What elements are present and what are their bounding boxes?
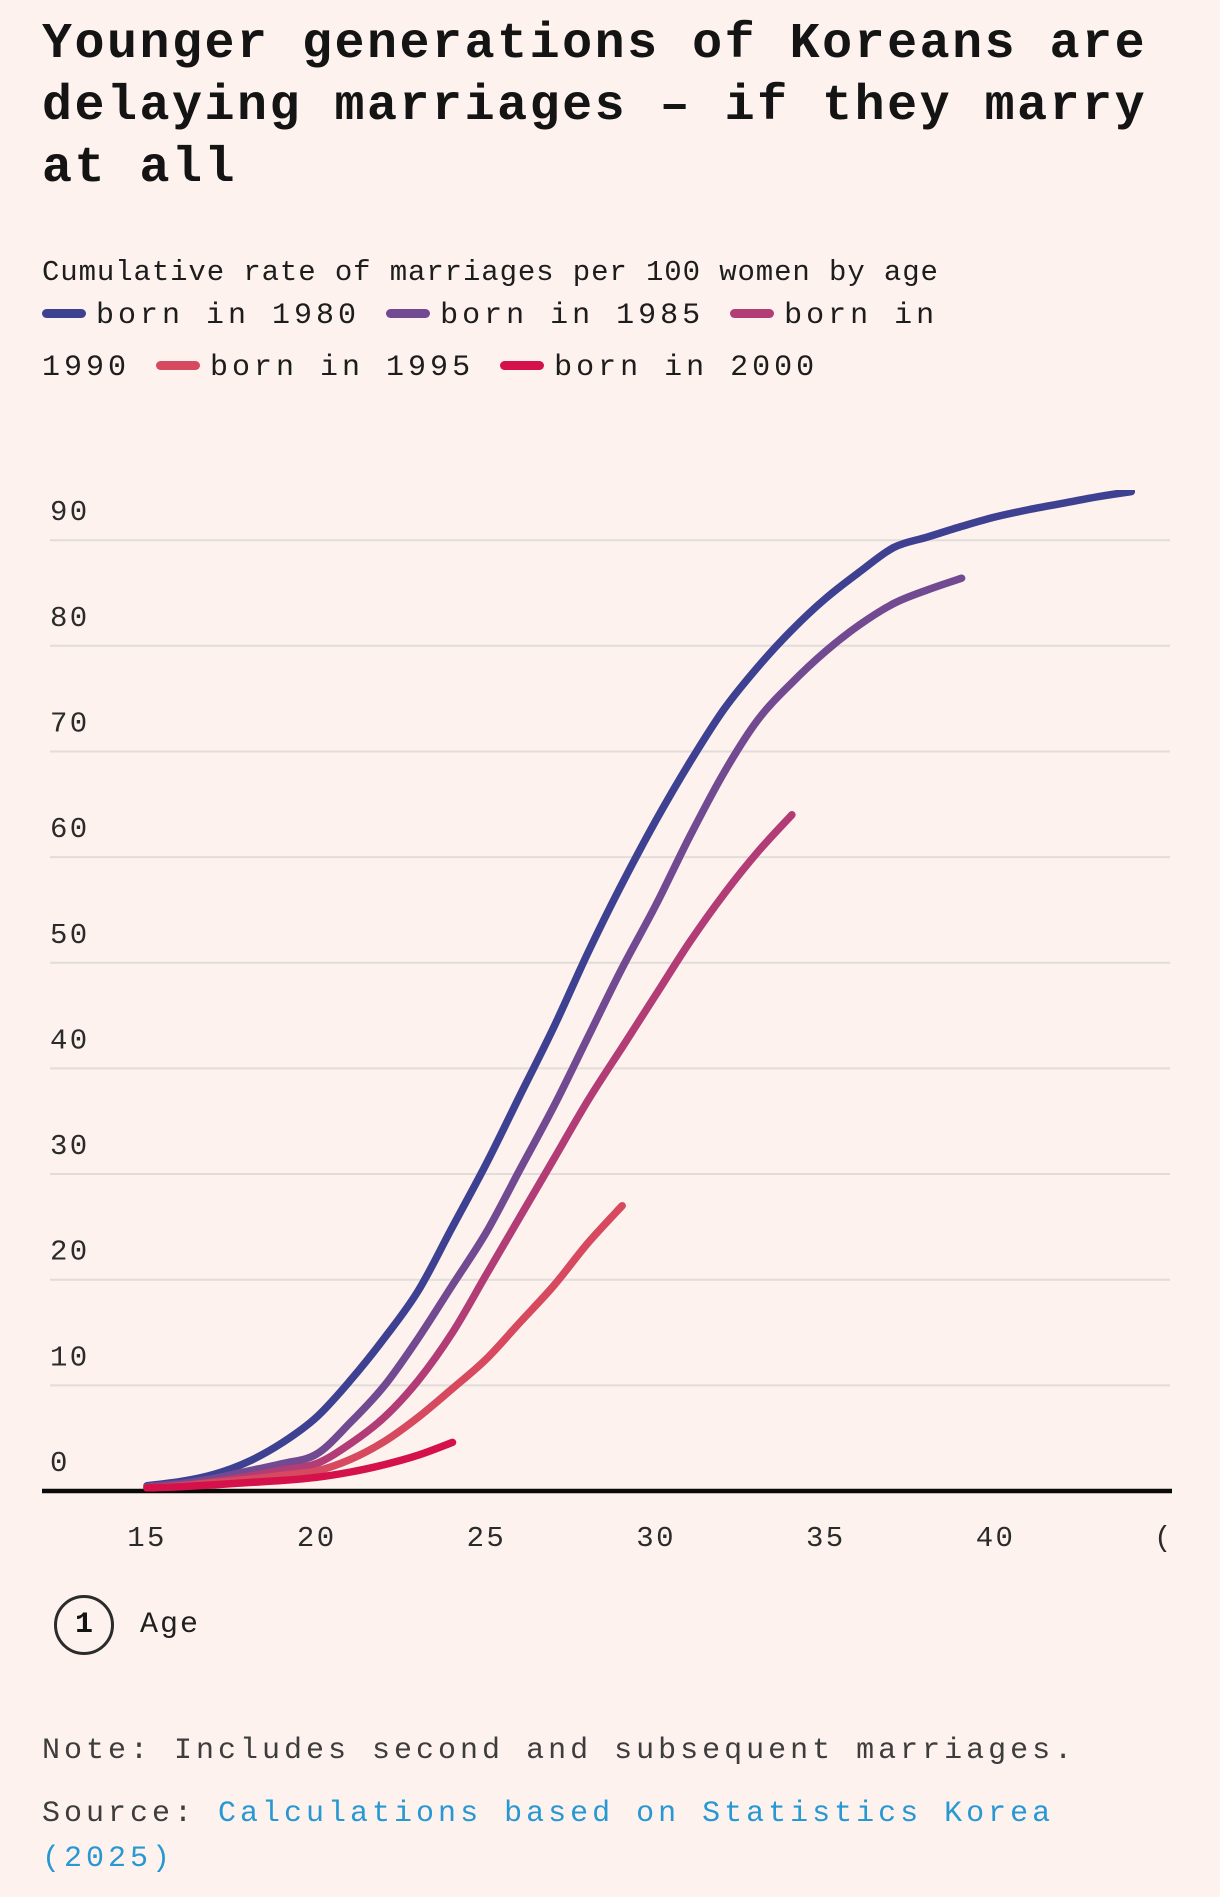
y-gridlines (50, 539, 1170, 1387)
y-tick-label: 50 (50, 919, 90, 952)
footnote-marker-1: 1 (54, 1595, 114, 1655)
x-axis-labels: 15 20 25 30 35 40 ( (127, 1522, 1174, 1555)
legend-swatch-icon (42, 308, 86, 318)
x-tick-label: 35 (806, 1522, 846, 1555)
legend-item-born-in-2000: born in 2000 (500, 351, 818, 385)
series-born-in-1995 (143, 1201, 626, 1492)
y-tick-label: 10 (50, 1341, 90, 1374)
x-axis-title: Age (140, 1608, 201, 1642)
x-tick-label: 40 (976, 1522, 1016, 1555)
legend-item-born-in-1980: born in 1980 (42, 299, 360, 333)
legend-swatch-icon (156, 360, 201, 370)
note-text: Note: Includes second and subsequent mar… (42, 1734, 1077, 1768)
footnote-number: 1 (74, 1608, 93, 1642)
y-tick-label: 30 (50, 1130, 90, 1163)
chart-subtitle: Cumulative rate of marriages per 100 wom… (42, 256, 939, 289)
legend-item-born-in-1995: born in 1995 (156, 351, 474, 385)
y-tick-label: 90 (50, 496, 90, 529)
legend: born in 1980 born in 1985 born in 1990 b… (42, 290, 1032, 394)
x-tick-label: 15 (127, 1522, 167, 1555)
y-tick-label: 80 (50, 602, 90, 635)
y-tick-label: 0 (50, 1447, 70, 1480)
line-chart: 0 10 20 30 40 50 60 70 80 90 15 20 25 30 35 40 ( (42, 490, 1174, 1555)
source-prefix: Source: (42, 1797, 219, 1831)
series-born-in-1980 (143, 490, 1136, 1490)
y-tick-label: 60 (50, 813, 90, 846)
y-tick-label: 20 (50, 1236, 90, 1269)
legend-item-born-in-1990: born in 1990 (42, 299, 939, 385)
series-born-in-1990 (143, 811, 796, 1492)
x-tick-label: 25 (467, 1522, 507, 1555)
y-axis-labels: 0 10 20 30 40 50 60 70 80 90 (50, 496, 90, 1480)
clipped-tick-label: ( (1154, 1522, 1174, 1555)
legend-swatch-icon (500, 360, 545, 370)
y-tick-label: 40 (50, 1024, 90, 1057)
legend-item-born-in-1985: born in 1985 (386, 299, 704, 333)
x-tick-label: 30 (636, 1522, 676, 1555)
chart-title: Younger generations of Koreans are delay… (42, 16, 1148, 197)
legend-swatch-icon (730, 308, 775, 318)
series-born-in-1985 (143, 574, 966, 1491)
x-tick-label: 20 (297, 1522, 337, 1555)
source-link[interactable]: Calculations based on Statistics Korea (… (42, 1797, 1055, 1876)
x-axis-footnote: 1 Age (54, 1594, 200, 1656)
legend-swatch-icon (386, 308, 431, 318)
y-tick-label: 70 (50, 708, 90, 741)
source-line: Source: Calculations based on Statistics… (42, 1792, 1172, 1882)
series-born-in-2000 (143, 1438, 457, 1492)
